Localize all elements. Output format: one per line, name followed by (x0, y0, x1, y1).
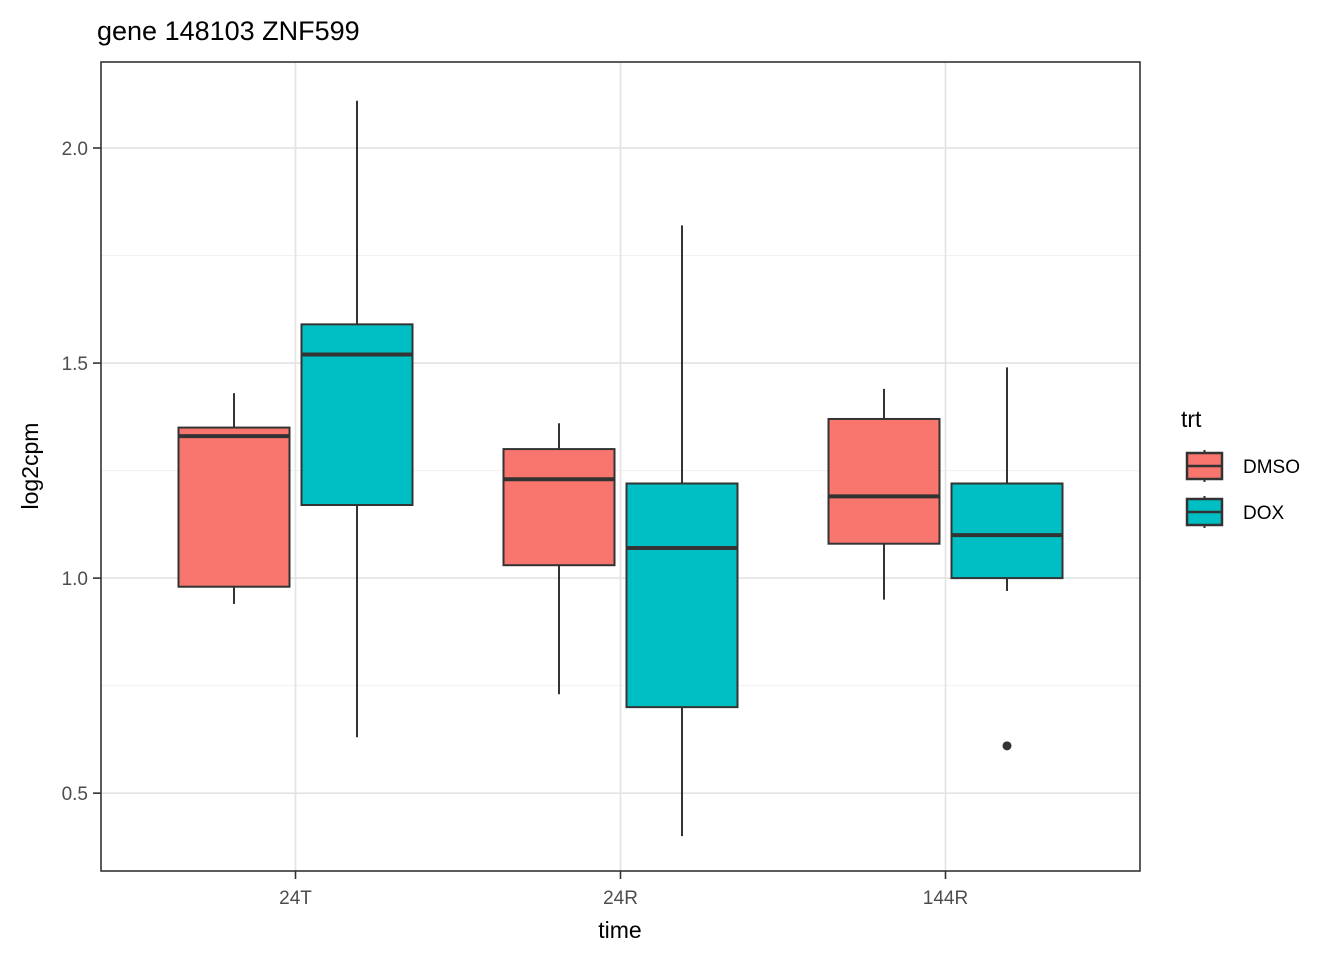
box-DMSO-144R (827, 388, 941, 600)
axes: 0.5 1.0 1.5 2.0 24T 24R 144R (62, 139, 969, 909)
x-tick-label: 24R (603, 888, 638, 909)
legend-entry-DMSO: DMSO (1185, 450, 1300, 482)
x-tick-label: 24T (279, 888, 312, 909)
plot-title: gene 148103 ZNF599 (97, 16, 360, 46)
box-DOX-24R (625, 225, 739, 837)
box-DOX-24T (300, 100, 414, 738)
box-DOX-144R (950, 367, 1064, 751)
iqr-box (502, 448, 616, 567)
legend-title: trt (1181, 406, 1202, 432)
box-DMSO-24T (177, 393, 291, 604)
legend-label: DOX (1243, 503, 1285, 524)
iqr-box (177, 426, 291, 588)
legend-entries: DMSO DOX (1185, 450, 1300, 528)
y-tick-label: 1.5 (62, 354, 88, 375)
major-gridlines (101, 62, 1140, 871)
iqr-box (300, 323, 414, 506)
legend: trt DMSO DOX (1181, 406, 1300, 528)
box-DMSO-24R (502, 423, 616, 695)
x-axis-title: time (598, 917, 641, 943)
outlier-point (1002, 741, 1012, 751)
y-axis-title: log2cpm (17, 423, 43, 510)
boxplot-boxes (177, 100, 1064, 837)
x-tick-label: 144R (923, 888, 968, 909)
y-tick-label: 2.0 (62, 139, 88, 160)
y-tick-label: 1.0 (62, 569, 88, 590)
y-tick-label: 0.5 (62, 784, 88, 805)
iqr-box (950, 482, 1064, 580)
legend-label: DMSO (1243, 457, 1300, 478)
legend-entry-DOX: DOX (1185, 496, 1285, 528)
iqr-box (827, 417, 941, 545)
iqr-box (625, 482, 739, 709)
